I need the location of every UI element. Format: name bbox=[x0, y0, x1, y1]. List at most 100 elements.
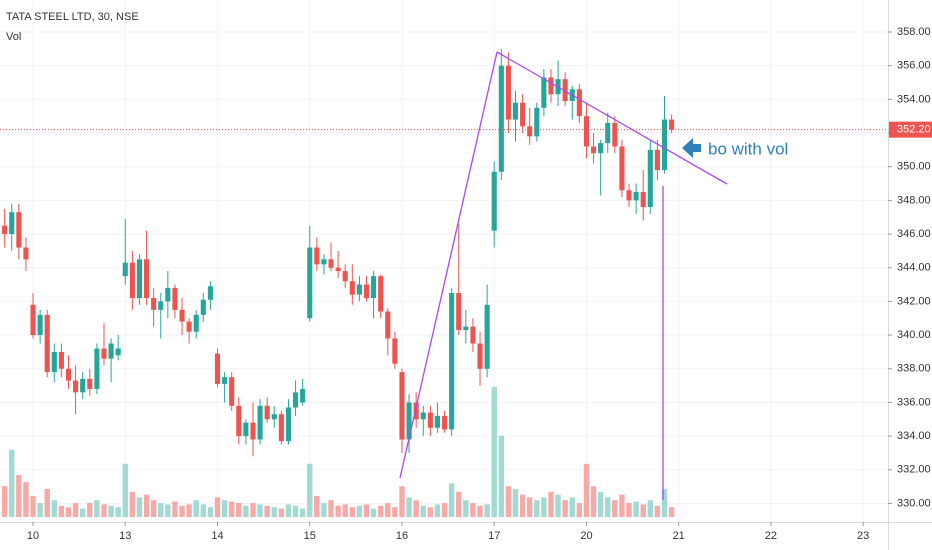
volume-bar bbox=[16, 475, 22, 517]
volume-bar bbox=[214, 497, 221, 517]
volume-bar bbox=[292, 505, 299, 517]
y-tick-label: 346.00 bbox=[897, 228, 931, 240]
volume-bar bbox=[420, 505, 426, 517]
volume-bar bbox=[590, 486, 597, 517]
volume-bar bbox=[87, 503, 93, 517]
candle-body bbox=[129, 262, 135, 299]
volume-bar bbox=[221, 500, 228, 517]
candle-body bbox=[527, 126, 533, 137]
candle-body bbox=[51, 351, 57, 373]
volume-bar bbox=[448, 483, 455, 517]
volume-bar bbox=[172, 501, 178, 517]
x-tick-label: 21 bbox=[673, 530, 685, 542]
volume-bar bbox=[512, 489, 519, 517]
candle-body bbox=[151, 298, 157, 310]
drawings: bo with vol bbox=[399, 51, 788, 500]
volume-bar bbox=[385, 503, 391, 517]
candle-body bbox=[420, 412, 426, 420]
volume-bar bbox=[619, 494, 625, 517]
volume-bar bbox=[243, 505, 249, 517]
volume-bar bbox=[186, 504, 192, 517]
y-tick-label: 336.00 bbox=[897, 396, 931, 408]
volume-bar bbox=[314, 496, 320, 517]
candle-body bbox=[619, 146, 625, 191]
volume-bar bbox=[129, 491, 136, 517]
candle-body bbox=[413, 402, 419, 420]
y-tick-label: 344.00 bbox=[897, 262, 931, 274]
volume-bar bbox=[307, 463, 313, 517]
volume-bar bbox=[498, 435, 505, 517]
volume-bar bbox=[477, 505, 483, 517]
volume-bar bbox=[37, 503, 43, 517]
volume-bar bbox=[193, 500, 199, 517]
volume-bar bbox=[484, 504, 490, 517]
volume-bar bbox=[470, 503, 476, 517]
volume-bar bbox=[569, 497, 575, 517]
volume-bar bbox=[278, 508, 285, 517]
volume-bar bbox=[165, 504, 171, 517]
candle-body bbox=[65, 368, 72, 381]
candle-body bbox=[598, 143, 604, 154]
volume-bar bbox=[158, 503, 164, 517]
candle-body bbox=[661, 119, 668, 171]
candle-body bbox=[292, 392, 299, 408]
volume-bar bbox=[58, 505, 65, 517]
volume-bar bbox=[150, 500, 157, 517]
volume-bar bbox=[519, 494, 526, 517]
x-tick-label: 13 bbox=[119, 530, 131, 542]
volume-bar bbox=[250, 503, 256, 517]
candle-body bbox=[30, 304, 36, 336]
volume-bar bbox=[179, 505, 185, 517]
volume-bar bbox=[555, 494, 561, 517]
volume-bar bbox=[1, 486, 8, 517]
candle-body bbox=[356, 284, 362, 295]
volume-bar bbox=[654, 505, 661, 517]
candle-body bbox=[534, 107, 540, 137]
candle-body bbox=[222, 377, 228, 384]
volume-bar bbox=[264, 505, 270, 517]
candle-body bbox=[392, 338, 398, 364]
volume-bar bbox=[434, 504, 441, 517]
volume-bar bbox=[541, 497, 547, 517]
y-tick-label: 330.00 bbox=[897, 497, 931, 509]
candle-body bbox=[143, 259, 150, 299]
candle-body bbox=[37, 314, 43, 336]
x-tick-label: 16 bbox=[396, 530, 408, 542]
last-price-label: 352.20 bbox=[897, 124, 931, 136]
trend-line bbox=[496, 51, 728, 185]
candle-body bbox=[576, 89, 582, 117]
candle-body bbox=[484, 304, 490, 369]
volume-bar bbox=[23, 482, 29, 517]
volume-bar bbox=[228, 501, 235, 517]
candle-body bbox=[108, 343, 114, 359]
candle-body bbox=[207, 286, 213, 300]
candle-body bbox=[605, 122, 611, 144]
y-tick-label: 354.00 bbox=[897, 93, 931, 105]
candle-body bbox=[172, 287, 178, 310]
candle-body bbox=[456, 292, 462, 331]
volume-bar bbox=[72, 503, 79, 517]
volume-bar bbox=[441, 503, 448, 517]
candle-body bbox=[314, 247, 320, 265]
volume-bar bbox=[406, 497, 412, 517]
volume-bar bbox=[605, 497, 611, 517]
candle-body bbox=[399, 372, 405, 440]
candle-body bbox=[165, 287, 171, 302]
candle-body bbox=[342, 271, 348, 282]
candle-body bbox=[16, 212, 22, 248]
candle-body bbox=[285, 407, 292, 442]
volume-bar bbox=[108, 505, 114, 517]
volume-bar bbox=[122, 463, 128, 517]
grid bbox=[0, 0, 888, 522]
candle-body bbox=[186, 321, 192, 332]
volume-bar bbox=[526, 497, 533, 517]
volume-bar bbox=[633, 501, 639, 517]
candle-body bbox=[449, 292, 455, 430]
candle-body bbox=[80, 378, 86, 393]
candle-body bbox=[271, 414, 277, 420]
candle-body bbox=[378, 276, 384, 312]
candle-body bbox=[463, 326, 469, 331]
x-tick-label: 22 bbox=[765, 530, 777, 542]
volume-bar bbox=[136, 497, 143, 517]
candle-body bbox=[385, 311, 391, 339]
